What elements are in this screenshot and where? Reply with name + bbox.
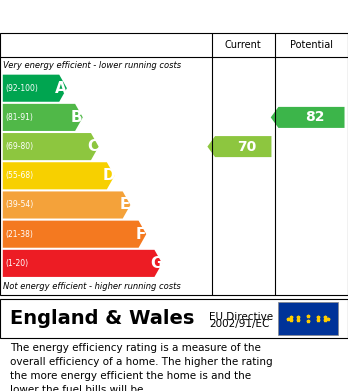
Text: Very energy efficient - lower running costs: Very energy efficient - lower running co… — [3, 61, 182, 70]
Text: 2002/91/EC: 2002/91/EC — [209, 319, 269, 329]
Text: (81-91): (81-91) — [5, 113, 33, 122]
Text: EU Directive: EU Directive — [209, 312, 273, 321]
Text: D: D — [102, 168, 115, 183]
Text: (92-100): (92-100) — [5, 84, 38, 93]
Text: Energy Efficiency Rating: Energy Efficiency Rating — [10, 7, 220, 22]
Polygon shape — [3, 133, 98, 160]
Text: F: F — [135, 227, 145, 242]
Text: The energy efficiency rating is a measure of the
overall efficiency of a home. T: The energy efficiency rating is a measur… — [10, 343, 273, 391]
Text: England & Wales: England & Wales — [10, 309, 195, 328]
Text: (1-20): (1-20) — [5, 259, 28, 268]
Text: B: B — [71, 110, 83, 125]
Polygon shape — [3, 192, 130, 219]
Text: 70: 70 — [237, 140, 256, 154]
Polygon shape — [3, 162, 114, 189]
Text: G: G — [150, 256, 163, 271]
Polygon shape — [207, 136, 271, 157]
Text: Potential: Potential — [290, 40, 333, 50]
Text: Not energy efficient - higher running costs: Not energy efficient - higher running co… — [3, 282, 181, 291]
Text: (21-38): (21-38) — [5, 230, 33, 239]
Polygon shape — [271, 107, 345, 128]
Polygon shape — [3, 221, 146, 248]
Text: C: C — [87, 139, 98, 154]
Polygon shape — [3, 75, 67, 102]
Text: Current: Current — [225, 40, 262, 50]
Text: (55-68): (55-68) — [5, 171, 33, 180]
Bar — [278, 302, 338, 335]
Text: 82: 82 — [305, 110, 325, 124]
Polygon shape — [3, 250, 162, 277]
Text: E: E — [119, 197, 130, 212]
Text: (39-54): (39-54) — [5, 201, 33, 210]
Polygon shape — [3, 104, 83, 131]
Text: A: A — [55, 81, 67, 96]
Text: (69-80): (69-80) — [5, 142, 33, 151]
